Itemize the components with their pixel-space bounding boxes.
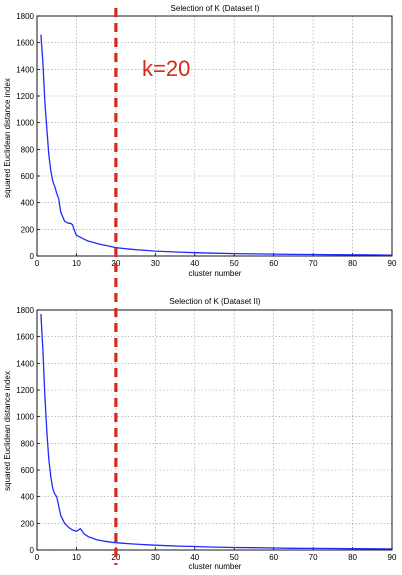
plot-area (37, 310, 392, 550)
y-tick-label: 0 (30, 252, 35, 261)
y-tick-label: 1600 (16, 39, 34, 48)
plot-frame (36, 309, 393, 551)
y-tick-label: 1000 (16, 413, 34, 422)
x-tick-label: 70 (309, 553, 318, 562)
x-axis-label: cluster number (189, 562, 242, 571)
y-tick-label: 200 (21, 225, 35, 234)
k-annotation-label: k=20 (142, 56, 190, 81)
chart-title: Selection of K (Dataset II) (169, 297, 260, 306)
x-tick-label: 60 (269, 259, 278, 268)
y-tick-label: 800 (21, 145, 35, 154)
x-tick-label: 0 (35, 259, 40, 268)
x-tick-label: 20 (111, 553, 120, 562)
x-tick-label: 40 (190, 553, 199, 562)
y-tick-label: 800 (21, 439, 35, 448)
x-tick-label: 60 (269, 553, 278, 562)
y-tick-label: 1000 (16, 119, 34, 128)
x-axis-label: cluster number (189, 269, 242, 278)
x-tick-label: 30 (151, 553, 160, 562)
y-tick-label: 400 (21, 493, 35, 502)
x-tick-label: 50 (230, 553, 239, 562)
y-tick-label: 1200 (16, 92, 34, 101)
y-tick-label: 1800 (16, 12, 34, 21)
x-tick-label: 40 (190, 259, 199, 268)
x-tick-label: 10 (72, 259, 81, 268)
y-tick-label: 1400 (16, 359, 34, 368)
x-tick-label: 80 (348, 259, 357, 268)
plot-frame (36, 15, 393, 257)
series-line (40, 313, 393, 550)
plot-area (37, 16, 392, 256)
y-axis-label: squared Euclidean distance index (3, 371, 12, 491)
y-tick-label: 1200 (16, 386, 34, 395)
x-tick-label: 90 (388, 259, 397, 268)
k-selection-overlay: k=20 (114, 8, 190, 565)
y-tick-label: 1600 (16, 333, 34, 342)
chart-dataset-2: Selection of K (Dataset II) cluster numb… (3, 297, 397, 571)
y-tick-label: 1800 (16, 306, 34, 315)
chart-dataset-1: Selection of K (Dataset I) cluster numbe… (3, 4, 397, 278)
x-tick-label: 0 (35, 553, 40, 562)
x-tick-label: 10 (72, 553, 81, 562)
y-axis-label: squared Euclidean distance index (3, 78, 12, 198)
x-tick-label: 90 (388, 553, 397, 562)
y-tick-label: 0 (30, 546, 35, 555)
x-tick-label: 70 (309, 259, 318, 268)
x-tick-label: 30 (151, 259, 160, 268)
series-line (40, 34, 393, 256)
y-tick-label: 200 (21, 519, 35, 528)
y-tick-label: 400 (21, 199, 35, 208)
x-tick-label: 80 (348, 553, 357, 562)
y-tick-label: 600 (21, 466, 35, 475)
chart-title: Selection of K (Dataset I) (171, 4, 260, 13)
y-tick-label: 1400 (16, 65, 34, 74)
y-tick-label: 600 (21, 172, 35, 181)
x-tick-label: 50 (230, 259, 239, 268)
